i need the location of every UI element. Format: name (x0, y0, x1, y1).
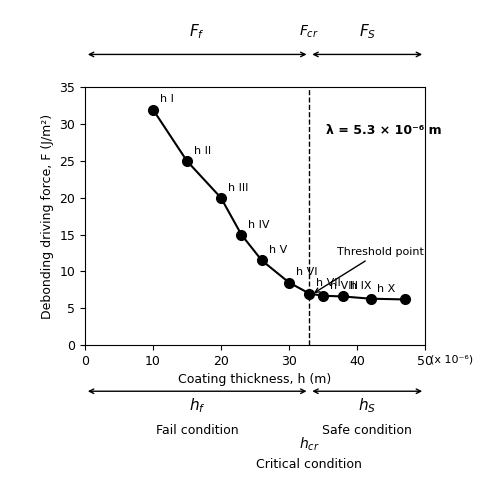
Point (258, 257, 266, 264)
Text: Safe condition: Safe condition (322, 424, 412, 436)
Text: $h_{cr}$: $h_{cr}$ (299, 436, 320, 453)
Text: h X: h X (378, 283, 396, 294)
Point (217, 194, 225, 202)
Text: $F_{cr}$: $F_{cr}$ (300, 23, 320, 40)
Point (149, 105, 157, 113)
Point (285, 278, 293, 286)
Point (238, 231, 246, 239)
Point (340, 293, 347, 300)
X-axis label: Coating thickness, h (m): Coating thickness, h (m) (178, 373, 332, 386)
Text: h VII: h VII (316, 278, 341, 288)
Text: $h_S$: $h_S$ (358, 397, 376, 415)
Text: Threshold point: Threshold point (315, 247, 424, 293)
Text: Fail condition: Fail condition (156, 424, 238, 436)
Point (400, 295, 408, 303)
Text: h I: h I (160, 94, 173, 104)
Text: λ = 5.3 × 10⁻⁶ m: λ = 5.3 × 10⁻⁶ m (326, 124, 442, 137)
Text: h IV: h IV (248, 220, 270, 229)
Point (183, 157, 191, 165)
Point (306, 290, 314, 297)
Point (319, 292, 327, 300)
Text: $F_S$: $F_S$ (358, 22, 376, 41)
Text: (x 10⁻⁶): (x 10⁻⁶) (430, 355, 473, 364)
Text: h IX: h IX (350, 281, 372, 291)
Point (366, 295, 374, 303)
Text: h V: h V (268, 245, 287, 255)
Text: h III: h III (228, 183, 248, 193)
Text: h VI: h VI (296, 267, 318, 278)
Text: h VIII: h VIII (330, 280, 358, 291)
Y-axis label: Debonding driving force, F (J/m²): Debonding driving force, F (J/m²) (41, 114, 54, 319)
Text: Critical condition: Critical condition (256, 458, 362, 470)
Text: $h_f$: $h_f$ (189, 397, 206, 415)
Text: h II: h II (194, 146, 211, 156)
Text: $F_f$: $F_f$ (190, 22, 205, 41)
